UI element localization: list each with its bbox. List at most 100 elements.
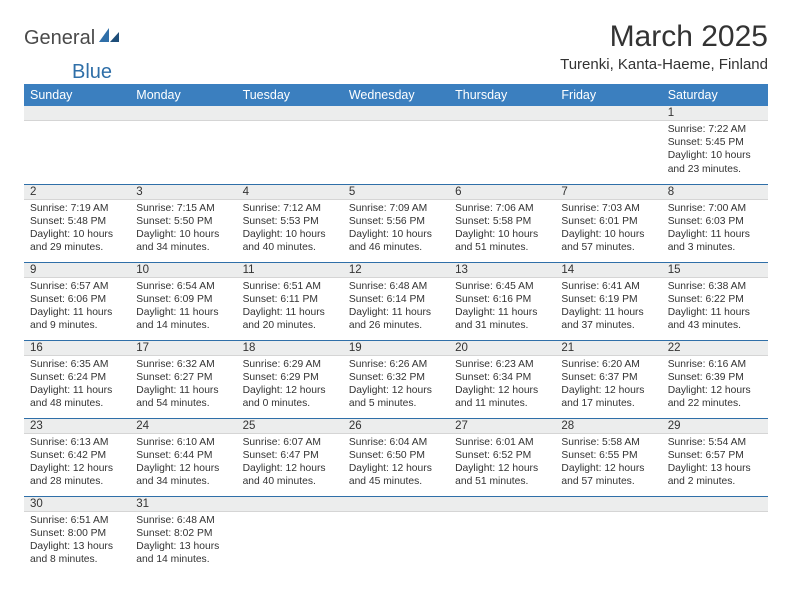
day-details: Sunrise: 6:41 AMSunset: 6:19 PMDaylight:…: [555, 278, 661, 337]
calendar-day-cell: 26Sunrise: 6:04 AMSunset: 6:50 PMDayligh…: [343, 418, 449, 496]
sunset-text: Sunset: 5:50 PM: [136, 215, 230, 228]
sunrise-text: Sunrise: 6:48 AM: [136, 514, 230, 527]
day-number: 7: [555, 185, 661, 200]
sunrise-text: Sunrise: 5:54 AM: [668, 436, 762, 449]
day-details: Sunrise: 6:54 AMSunset: 6:09 PMDaylight:…: [130, 278, 236, 337]
sunrise-text: Sunrise: 6:07 AM: [243, 436, 337, 449]
day-number: 24: [130, 419, 236, 434]
day-number: [449, 106, 555, 121]
day-number: 6: [449, 185, 555, 200]
day-details: Sunrise: 6:10 AMSunset: 6:44 PMDaylight:…: [130, 434, 236, 493]
day-details: Sunrise: 7:19 AMSunset: 5:48 PMDaylight:…: [24, 200, 130, 259]
day-number: 31: [130, 497, 236, 512]
calendar-day-cell: 11Sunrise: 6:51 AMSunset: 6:11 PMDayligh…: [237, 262, 343, 340]
calendar-day-cell: 15Sunrise: 6:38 AMSunset: 6:22 PMDayligh…: [662, 262, 768, 340]
calendar-day-cell: 9Sunrise: 6:57 AMSunset: 6:06 PMDaylight…: [24, 262, 130, 340]
calendar-day-cell: 14Sunrise: 6:41 AMSunset: 6:19 PMDayligh…: [555, 262, 661, 340]
sunset-text: Sunset: 6:55 PM: [561, 449, 655, 462]
sunrise-text: Sunrise: 6:54 AM: [136, 280, 230, 293]
sunrise-text: Sunrise: 6:01 AM: [455, 436, 549, 449]
daylight-text: Daylight: 12 hours and 51 minutes.: [455, 462, 549, 488]
daylight-text: Daylight: 11 hours and 48 minutes.: [30, 384, 124, 410]
calendar-day-cell: [237, 106, 343, 184]
day-details: Sunrise: 7:12 AMSunset: 5:53 PMDaylight:…: [237, 200, 343, 259]
day-number: [662, 497, 768, 512]
day-number: [555, 497, 661, 512]
calendar-week-row: 9Sunrise: 6:57 AMSunset: 6:06 PMDaylight…: [24, 262, 768, 340]
brand-part2: Blue: [72, 61, 112, 84]
sunrise-text: Sunrise: 6:48 AM: [349, 280, 443, 293]
calendar-day-cell: 24Sunrise: 6:10 AMSunset: 6:44 PMDayligh…: [130, 418, 236, 496]
dh-tue: Tuesday: [237, 84, 343, 106]
day-details: Sunrise: 6:13 AMSunset: 6:42 PMDaylight:…: [24, 434, 130, 493]
brand-part1: General: [24, 27, 95, 50]
day-number: 9: [24, 263, 130, 278]
sunrise-text: Sunrise: 6:45 AM: [455, 280, 549, 293]
daylight-text: Daylight: 13 hours and 2 minutes.: [668, 462, 762, 488]
sunset-text: Sunset: 6:39 PM: [668, 371, 762, 384]
sunset-text: Sunset: 6:11 PM: [243, 293, 337, 306]
sunset-text: Sunset: 6:47 PM: [243, 449, 337, 462]
day-details: Sunrise: 6:16 AMSunset: 6:39 PMDaylight:…: [662, 356, 768, 415]
day-number: [24, 106, 130, 121]
day-details: Sunrise: 5:54 AMSunset: 6:57 PMDaylight:…: [662, 434, 768, 493]
sunrise-text: Sunrise: 7:00 AM: [668, 202, 762, 215]
day-details: Sunrise: 6:48 AMSunset: 6:14 PMDaylight:…: [343, 278, 449, 337]
logo-sail-icon: [97, 26, 121, 50]
day-number: 1: [662, 106, 768, 121]
daylight-text: Daylight: 11 hours and 26 minutes.: [349, 306, 443, 332]
calendar-day-cell: 8Sunrise: 7:00 AMSunset: 6:03 PMDaylight…: [662, 184, 768, 262]
sunrise-text: Sunrise: 6:23 AM: [455, 358, 549, 371]
daylight-text: Daylight: 11 hours and 54 minutes.: [136, 384, 230, 410]
calendar-week-row: 1Sunrise: 7:22 AMSunset: 5:45 PMDaylight…: [24, 106, 768, 184]
day-details: Sunrise: 6:57 AMSunset: 6:06 PMDaylight:…: [24, 278, 130, 337]
day-details: [449, 512, 555, 518]
daylight-text: Daylight: 10 hours and 29 minutes.: [30, 228, 124, 254]
sunset-text: Sunset: 5:56 PM: [349, 215, 443, 228]
daylight-text: Daylight: 11 hours and 20 minutes.: [243, 306, 337, 332]
sunset-text: Sunset: 6:19 PM: [561, 293, 655, 306]
sunset-text: Sunset: 6:50 PM: [349, 449, 443, 462]
calendar-day-cell: 1Sunrise: 7:22 AMSunset: 5:45 PMDaylight…: [662, 106, 768, 184]
sunrise-text: Sunrise: 6:13 AM: [30, 436, 124, 449]
day-details: Sunrise: 6:26 AMSunset: 6:32 PMDaylight:…: [343, 356, 449, 415]
dh-thu: Thursday: [449, 84, 555, 106]
daylight-text: Daylight: 13 hours and 14 minutes.: [136, 540, 230, 566]
sunset-text: Sunset: 6:37 PM: [561, 371, 655, 384]
calendar-day-cell: 16Sunrise: 6:35 AMSunset: 6:24 PMDayligh…: [24, 340, 130, 418]
sunset-text: Sunset: 5:53 PM: [243, 215, 337, 228]
calendar-day-cell: 7Sunrise: 7:03 AMSunset: 6:01 PMDaylight…: [555, 184, 661, 262]
sunset-text: Sunset: 6:16 PM: [455, 293, 549, 306]
day-details: Sunrise: 6:35 AMSunset: 6:24 PMDaylight:…: [24, 356, 130, 415]
day-number: 18: [237, 341, 343, 356]
day-number: 13: [449, 263, 555, 278]
calendar-day-cell: 3Sunrise: 7:15 AMSunset: 5:50 PMDaylight…: [130, 184, 236, 262]
day-number: 15: [662, 263, 768, 278]
daylight-text: Daylight: 10 hours and 46 minutes.: [349, 228, 443, 254]
daylight-text: Daylight: 12 hours and 17 minutes.: [561, 384, 655, 410]
day-details: Sunrise: 6:20 AMSunset: 6:37 PMDaylight:…: [555, 356, 661, 415]
daylight-text: Daylight: 12 hours and 28 minutes.: [30, 462, 124, 488]
sunrise-text: Sunrise: 6:29 AM: [243, 358, 337, 371]
day-details: Sunrise: 6:07 AMSunset: 6:47 PMDaylight:…: [237, 434, 343, 493]
sunrise-text: Sunrise: 7:22 AM: [668, 123, 762, 136]
calendar-day-cell: [237, 496, 343, 574]
day-details: Sunrise: 6:23 AMSunset: 6:34 PMDaylight:…: [449, 356, 555, 415]
sunset-text: Sunset: 5:58 PM: [455, 215, 549, 228]
sunset-text: Sunset: 8:02 PM: [136, 527, 230, 540]
day-details: Sunrise: 6:29 AMSunset: 6:29 PMDaylight:…: [237, 356, 343, 415]
sunrise-text: Sunrise: 7:12 AM: [243, 202, 337, 215]
calendar-day-cell: [343, 496, 449, 574]
daylight-text: Daylight: 12 hours and 34 minutes.: [136, 462, 230, 488]
calendar-table: Sunday Monday Tuesday Wednesday Thursday…: [24, 84, 768, 574]
day-number: 29: [662, 419, 768, 434]
dh-sun: Sunday: [24, 84, 130, 106]
day-details: [237, 512, 343, 518]
sunset-text: Sunset: 6:03 PM: [668, 215, 762, 228]
day-number: [237, 106, 343, 121]
calendar-day-cell: [662, 496, 768, 574]
sunset-text: Sunset: 6:29 PM: [243, 371, 337, 384]
day-details: Sunrise: 6:04 AMSunset: 6:50 PMDaylight:…: [343, 434, 449, 493]
daylight-text: Daylight: 12 hours and 57 minutes.: [561, 462, 655, 488]
day-details: Sunrise: 6:01 AMSunset: 6:52 PMDaylight:…: [449, 434, 555, 493]
